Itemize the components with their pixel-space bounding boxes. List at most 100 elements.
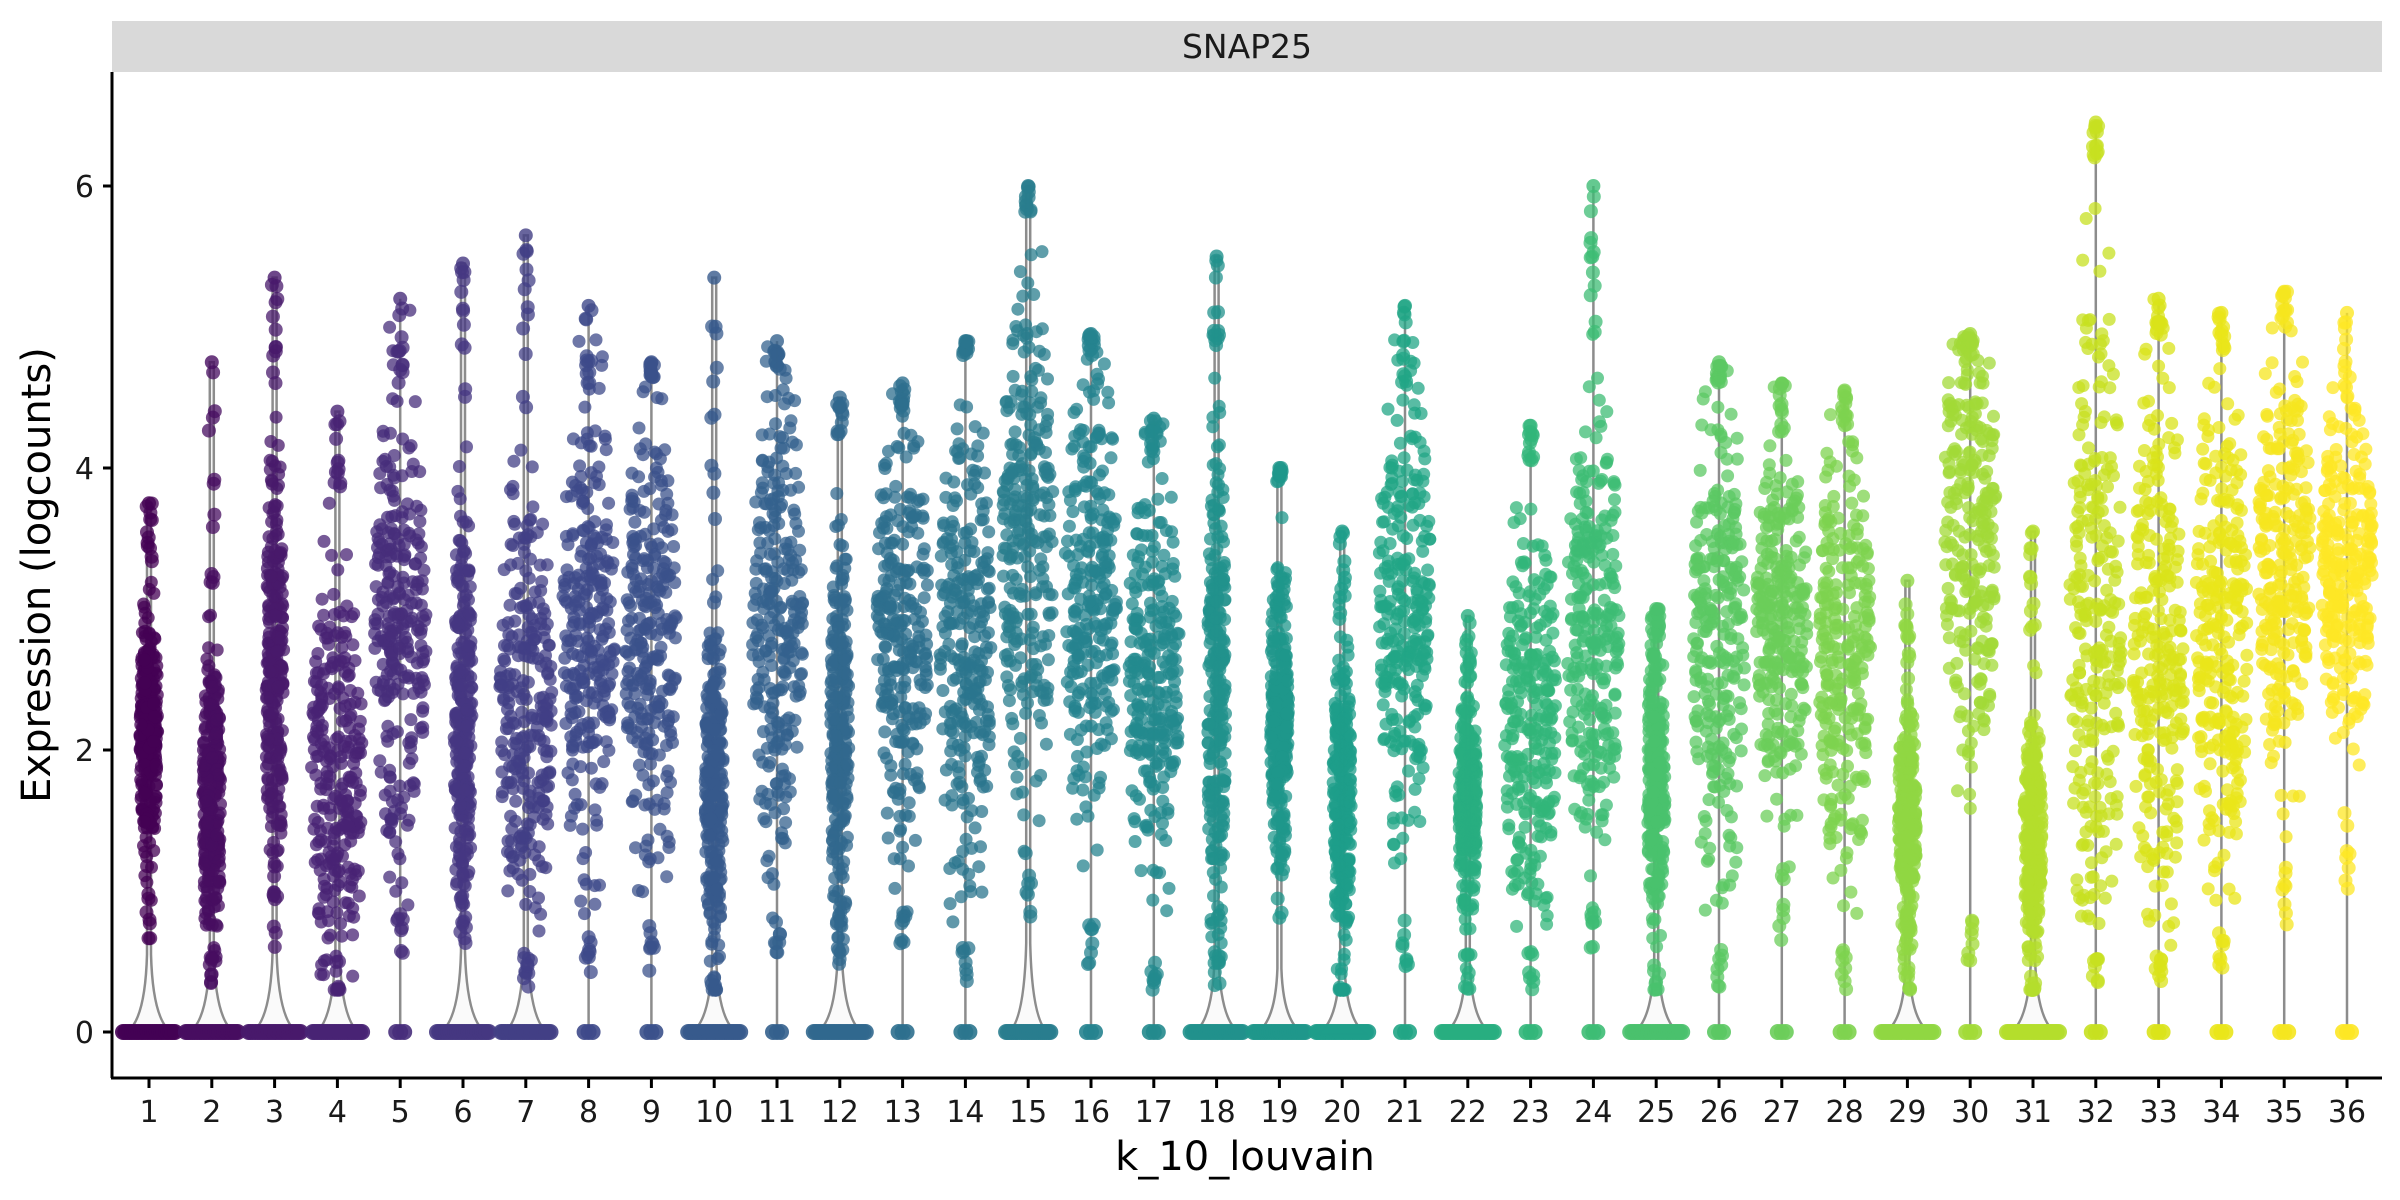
data-point — [842, 679, 856, 693]
data-point — [911, 526, 925, 540]
data-point — [599, 735, 613, 749]
data-point — [462, 606, 476, 620]
data-point — [828, 729, 842, 743]
data-point-zero — [732, 1024, 749, 1040]
data-point — [1124, 635, 1138, 649]
data-point — [668, 609, 682, 623]
data-point — [414, 622, 428, 636]
data-point — [138, 676, 152, 690]
data-point — [974, 840, 987, 854]
data-point — [502, 722, 516, 735]
data-point — [1029, 658, 1043, 671]
data-point — [642, 778, 656, 792]
data-point — [373, 535, 386, 549]
data-point — [1010, 551, 1024, 565]
data-point — [607, 642, 621, 656]
data-point — [1099, 587, 1113, 601]
data-point — [267, 859, 282, 874]
data-point — [1024, 607, 1038, 621]
data-point — [353, 788, 367, 802]
data-point — [589, 333, 603, 347]
data-point — [1022, 868, 1037, 883]
data-point-zero — [354, 1024, 371, 1040]
data-point — [138, 786, 152, 800]
data-point — [265, 570, 279, 583]
data-point — [960, 810, 974, 824]
data-point — [580, 947, 595, 962]
data-point — [749, 576, 763, 590]
data-point — [394, 330, 409, 345]
data-point — [385, 628, 398, 642]
data-point — [1072, 768, 1086, 782]
data-point — [504, 558, 518, 572]
data-point — [772, 788, 785, 802]
data-point — [351, 826, 365, 839]
data-point — [268, 376, 283, 391]
data-point — [537, 743, 551, 757]
data-point — [1029, 588, 1043, 602]
data-point — [334, 757, 348, 770]
data-point — [456, 867, 470, 881]
data-point — [643, 852, 657, 866]
data-point — [792, 679, 806, 693]
data-point — [1043, 509, 1057, 523]
data-point — [263, 463, 277, 477]
data-point — [1022, 340, 1036, 354]
data-point — [334, 917, 347, 931]
data-point — [456, 256, 470, 271]
data-point — [305, 760, 319, 774]
data-point — [773, 430, 787, 444]
data-point — [1018, 846, 1033, 861]
data-point — [496, 785, 509, 799]
data-point — [311, 647, 325, 660]
data-point — [657, 797, 671, 811]
data-point — [629, 574, 643, 587]
data-point — [648, 601, 662, 615]
data-point — [908, 612, 921, 626]
data-point — [1024, 446, 1038, 460]
data-point — [520, 518, 534, 532]
data-point — [267, 939, 282, 954]
data-point — [348, 654, 362, 668]
data-point — [1035, 245, 1049, 259]
data-point — [920, 563, 934, 577]
data-point — [943, 897, 957, 911]
data-point — [385, 813, 399, 827]
data-point — [522, 571, 536, 585]
data-point — [829, 520, 843, 533]
facet-strip — [112, 21, 2382, 72]
data-point — [1015, 400, 1029, 414]
data-point — [765, 585, 779, 598]
data-point — [950, 605, 964, 619]
data-point — [137, 653, 151, 667]
data-point — [204, 355, 219, 370]
data-point — [944, 744, 958, 758]
data-point — [524, 837, 538, 851]
data-point — [1066, 624, 1080, 638]
data-point — [332, 863, 346, 877]
data-point — [908, 833, 922, 847]
data-point — [460, 719, 473, 733]
data-point — [620, 623, 634, 637]
data-point — [1000, 670, 1014, 684]
data-point — [536, 602, 550, 616]
data-point — [459, 515, 473, 529]
data-point — [878, 725, 892, 739]
data-point — [583, 965, 598, 980]
data-point — [307, 708, 321, 722]
data-point — [270, 499, 284, 513]
data-point — [752, 748, 766, 762]
data-point — [453, 798, 467, 812]
data-point — [271, 680, 285, 694]
data-point — [525, 460, 539, 474]
data-point — [260, 760, 273, 774]
data-point — [1084, 719, 1098, 733]
data-point — [310, 750, 324, 763]
data-point — [393, 641, 406, 655]
data-point — [1088, 705, 1102, 719]
data-point — [903, 491, 917, 505]
data-point — [565, 773, 579, 787]
data-point — [150, 778, 163, 792]
data-point — [512, 628, 526, 642]
data-point — [141, 931, 156, 946]
